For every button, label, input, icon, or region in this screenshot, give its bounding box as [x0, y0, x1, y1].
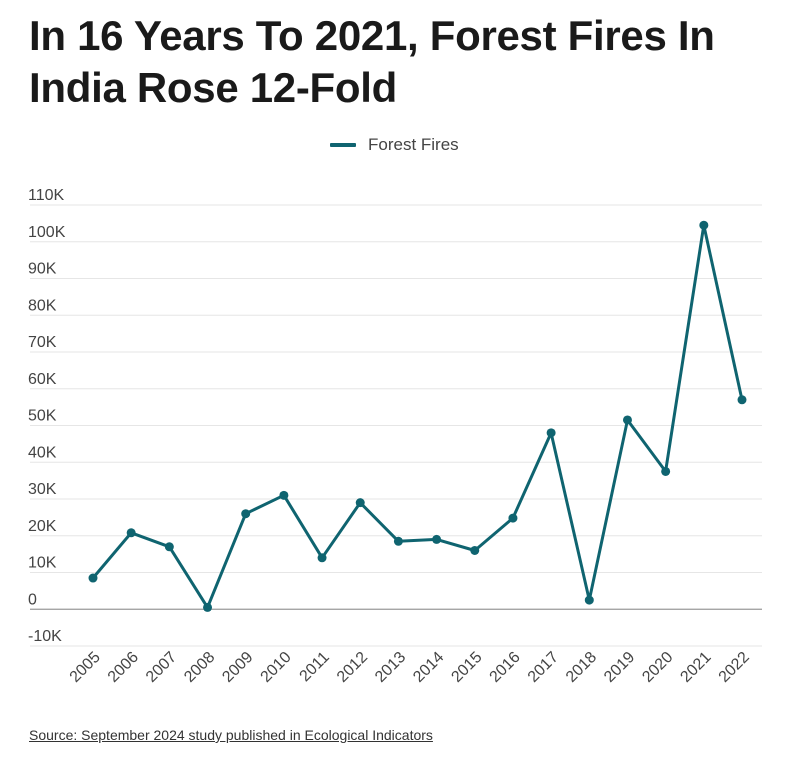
x-tick-label: 2008 — [181, 649, 218, 686]
x-tick-label: 2017 — [525, 649, 562, 686]
x-tick-label: 2016 — [487, 649, 524, 686]
x-tick-label: 2014 — [410, 649, 447, 686]
x-tick-label: 2012 — [334, 649, 371, 686]
data-point — [432, 534, 442, 544]
x-tick-label: 2018 — [563, 649, 600, 686]
x-tick-label: 2010 — [258, 649, 295, 686]
line-chart: -10K 0 10K 20K 30K 40K 50K 60K 70K 80K 90K 100K 110K… — [28, 187, 762, 686]
y-tick-label: 0 — [28, 591, 37, 608]
y-tick-label: 90K — [28, 261, 57, 278]
x-tick-label: 2020 — [639, 649, 676, 686]
legend-line-icon — [330, 143, 356, 147]
x-tick-label: 2011 — [297, 649, 333, 685]
legend[interactable]: Forest Fires — [330, 135, 459, 155]
x-tick-label: 2015 — [448, 649, 485, 686]
source-link[interactable]: Source: September 2024 study published i… — [29, 727, 433, 743]
data-point — [355, 498, 365, 508]
data-point — [470, 545, 480, 555]
data-point — [661, 466, 671, 476]
y-axis-tick-labels: -10K 0 10K 20K 30K 40K 50K 60K 70K 80K 90K 100K 110K — [28, 187, 66, 645]
data-point — [279, 490, 289, 500]
data-point — [203, 602, 213, 612]
data-point — [126, 528, 136, 538]
y-tick-label: 40K — [28, 444, 57, 461]
data-point — [88, 573, 98, 583]
series-forest-fires — [88, 220, 747, 612]
data-point — [699, 220, 709, 230]
y-tick-label: 10K — [28, 555, 57, 572]
y-tick-label: 30K — [28, 481, 57, 498]
data-point — [393, 536, 403, 546]
data-point — [546, 428, 556, 438]
x-tick-label: 2007 — [143, 649, 180, 686]
x-tick-label: 2009 — [219, 649, 256, 686]
y-tick-label: 70K — [28, 334, 57, 351]
data-point — [508, 513, 518, 523]
x-tick-label: 2019 — [601, 649, 638, 686]
chart-title: In 16 Years To 2021, Forest Fires In Ind… — [29, 12, 715, 111]
data-point — [737, 395, 747, 405]
x-tick-label: 2021 — [677, 649, 714, 686]
x-tick-label: 2006 — [105, 649, 142, 686]
series-line — [91, 223, 744, 609]
data-point — [584, 595, 594, 605]
y-tick-label: 50K — [28, 408, 57, 425]
data-point — [241, 509, 251, 519]
y-tick-label: -10K — [28, 628, 62, 645]
y-tick-label: 20K — [28, 518, 57, 535]
x-axis-tick-labels: 2005 2006 2007 2008 2009 2010 2011 2012 2013 2014… — [67, 649, 753, 686]
y-tick-label: 100K — [28, 224, 66, 241]
gridlines — [30, 204, 762, 647]
data-point — [317, 553, 327, 563]
legend-label: Forest Fires — [368, 135, 459, 154]
y-tick-label: 80K — [28, 297, 57, 314]
x-tick-label: 2022 — [716, 649, 753, 686]
data-point — [622, 415, 632, 425]
y-tick-label: 110K — [28, 187, 65, 204]
x-tick-label: 2005 — [67, 649, 104, 686]
data-point — [164, 542, 174, 552]
x-tick-label: 2013 — [372, 649, 409, 686]
y-tick-label: 60K — [28, 371, 57, 388]
